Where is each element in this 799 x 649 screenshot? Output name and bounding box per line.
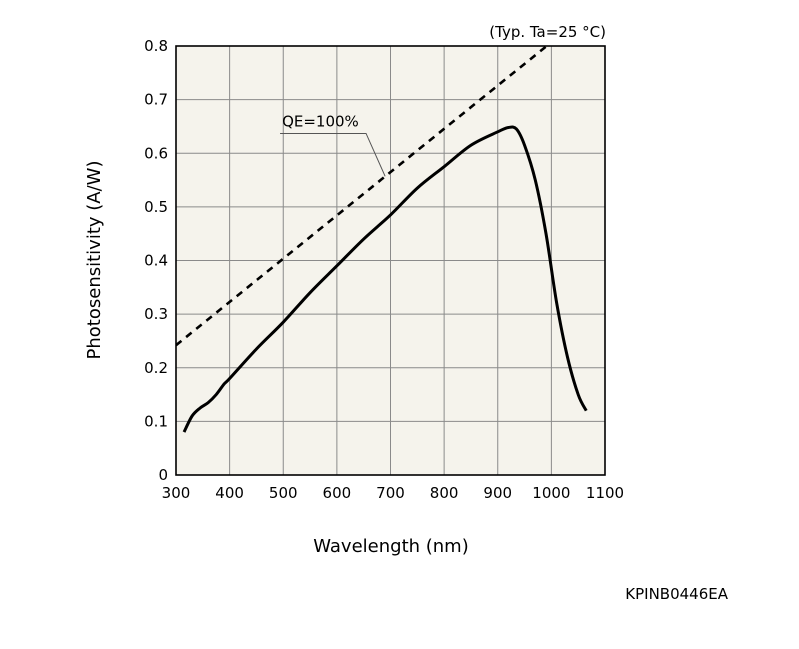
y-tick-label: 0.8 xyxy=(144,37,168,55)
qe-annotation-label: QE=100% xyxy=(282,112,359,130)
x-tick-label: 900 xyxy=(483,484,512,502)
x-axis-ticks: 300 400 500 600 700 800 900 1000 1100 xyxy=(162,484,624,502)
series-layer xyxy=(176,46,588,433)
figure-code: KPINB0446EA xyxy=(625,585,728,603)
x-tick-label: 700 xyxy=(376,484,405,502)
y-axis-title: Photosensitivity (A/W) xyxy=(84,161,105,360)
x-tick-label: 500 xyxy=(269,484,298,502)
x-tick-label: 1100 xyxy=(586,484,624,502)
x-tick-label: 600 xyxy=(323,484,352,502)
y-tick-label: 0.5 xyxy=(144,198,168,216)
y-tick-label: 0 xyxy=(158,466,168,484)
y-tick-label: 0.1 xyxy=(144,412,168,430)
x-tick-label: 1000 xyxy=(532,484,570,502)
x-axis-title: Wavelength (nm) xyxy=(313,536,469,557)
y-tick-label: 0.7 xyxy=(144,91,168,109)
y-tick-label: 0.4 xyxy=(144,252,168,270)
y-axis-ticks: 0 0.1 0.2 0.3 0.4 0.5 0.6 0.7 0.8 xyxy=(144,37,168,484)
conditions-note: (Typ. Ta=25 °C) xyxy=(489,23,606,41)
qe-annotation-leader xyxy=(280,132,386,177)
x-tick-label: 800 xyxy=(430,484,459,502)
y-tick-label: 0.2 xyxy=(144,359,168,377)
x-tick-label: 400 xyxy=(215,484,244,502)
y-tick-label: 0.3 xyxy=(144,305,168,323)
plot-frame xyxy=(175,45,606,476)
qe-100-reference-line xyxy=(176,46,549,347)
gridlines xyxy=(176,46,605,475)
annotation-layer: QE=100% xyxy=(280,112,386,177)
photosensitivity-curve xyxy=(182,125,588,433)
x-tick-label: 300 xyxy=(162,484,191,502)
y-tick-label: 0.6 xyxy=(144,144,168,162)
